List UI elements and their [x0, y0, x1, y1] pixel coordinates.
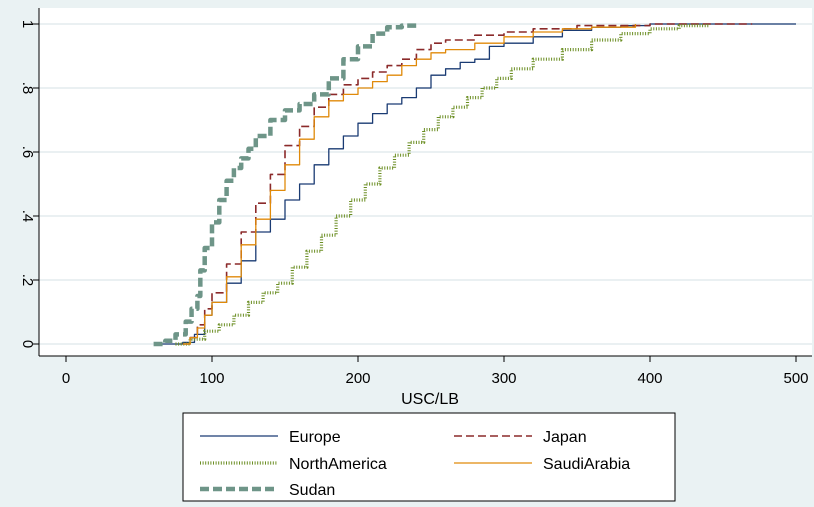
x-tick-label-1: 100	[199, 370, 224, 387]
y-tick-label-3: .6	[19, 146, 36, 159]
legend-label-japan: Japan	[543, 429, 587, 446]
series-line-northamerica	[175, 24, 710, 346]
y-tick-label-4: .8	[19, 82, 36, 95]
legend-label-saudiarabia: SaudiArabia	[543, 456, 630, 473]
x-tick-label-4: 400	[637, 370, 662, 387]
series-lines	[153, 23, 796, 347]
series-line-japan	[182, 23, 753, 345]
tick-labels: 0 100 200 300 400 500 0 .2 .4 .6 .8 1	[19, 20, 809, 387]
x-tick-label-3: 300	[491, 370, 516, 387]
plot-background	[39, 8, 812, 356]
y-tick-label-1: .2	[19, 274, 36, 287]
legend: Europe Japan NorthAmerica SaudiArabia Sudan	[182, 412, 676, 502]
legend-box	[182, 412, 676, 502]
series-line-sudan	[153, 23, 419, 347]
x-tick-label-5: 500	[783, 370, 808, 387]
legend-label-europe: Europe	[289, 429, 341, 446]
y-tick-label-2: .4	[19, 210, 36, 223]
x-axis-title: USC/LB	[401, 391, 459, 408]
x-tick-label-0: 0	[62, 370, 70, 387]
y-tick-label-0: 0	[19, 340, 36, 348]
x-tick-label-2: 200	[345, 370, 370, 387]
legend-label-northamerica: NorthAmerica	[289, 456, 387, 473]
series-line-saudiarabia	[182, 24, 637, 345]
legend-label-sudan: Sudan	[289, 482, 335, 499]
axes	[33, 8, 812, 362]
y-tick-label-5: 1	[19, 20, 36, 28]
